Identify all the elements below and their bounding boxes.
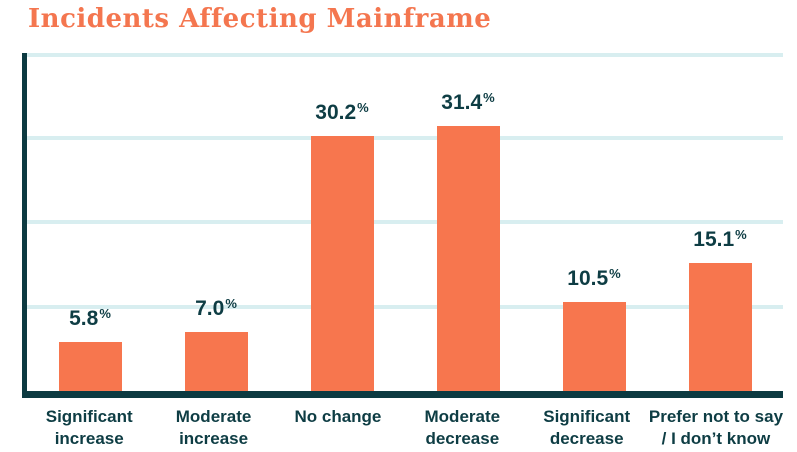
plot-area: 5.8% 7.0% 30.2% 31.4% 10.5% 15.1%	[22, 53, 783, 391]
category-label: No change	[276, 406, 400, 450]
bar	[562, 302, 626, 391]
category-label: Significant increase	[27, 406, 151, 450]
bar-value-label: 7.0%	[195, 295, 237, 320]
bar-group: 5.8%	[27, 305, 153, 391]
percent-sign: %	[225, 295, 237, 311]
percent-sign: %	[735, 227, 747, 243]
bar-group: 10.5%	[531, 267, 657, 391]
category-label-line: Prefer not to say	[648, 407, 784, 426]
category-label-line: No change	[294, 407, 382, 426]
category-label: Prefer not to say / I don’t know	[649, 406, 783, 450]
category-label-line: increase	[54, 429, 124, 448]
bar-group: 30.2%	[279, 99, 405, 391]
bar-value-number: 30.2	[315, 100, 357, 124]
chart-title: Incidents Affecting Mainframe	[28, 4, 492, 34]
chart-area: 5.8% 7.0% 30.2% 31.4% 10.5% 15.1% Significant…	[22, 53, 783, 450]
category-label-line: Moderate	[175, 407, 252, 426]
bar-value-label: 10.5%	[567, 266, 621, 291]
category-label: Significant decrease	[525, 406, 649, 450]
category-label-line: Significant	[45, 407, 133, 426]
bar	[688, 263, 752, 391]
category-label-line: Moderate	[424, 407, 501, 426]
bar-value-label: 15.1%	[693, 227, 747, 252]
percent-sign: %	[99, 305, 111, 321]
bar	[58, 342, 122, 391]
category-label-line: Significant	[543, 407, 631, 426]
bar-value-number: 7.0	[195, 296, 225, 320]
gridline-30	[24, 135, 783, 140]
x-axis-line	[22, 391, 783, 398]
y-axis-line	[22, 53, 27, 391]
bar-value-number: 15.1	[693, 228, 735, 252]
category-label-line: decrease	[425, 429, 500, 448]
bar-value-label: 30.2%	[315, 99, 369, 124]
percent-sign: %	[357, 99, 369, 115]
category-label-line: decrease	[549, 429, 624, 448]
percent-sign: %	[483, 89, 495, 105]
gridline-10	[24, 304, 783, 309]
bar	[184, 331, 248, 391]
percent-sign: %	[609, 266, 621, 282]
bar-value-label: 31.4%	[441, 89, 495, 114]
bar-value-number: 31.4	[441, 90, 483, 114]
category-label-line: increase	[179, 429, 249, 448]
bar-value-number: 5.8	[69, 306, 99, 330]
category-labels-row: Significant increase Moderate increase No ch…	[27, 406, 783, 450]
gridline-40	[24, 53, 783, 57]
gridline-20	[24, 220, 783, 224]
bar-group: 15.1%	[657, 228, 783, 391]
category-label: Moderate decrease	[400, 406, 524, 450]
bar	[310, 135, 374, 391]
bar-group: 7.0%	[153, 295, 279, 391]
bar-group: 31.4%	[405, 89, 531, 391]
bar-value-label: 5.8%	[69, 305, 111, 330]
category-label: Moderate increase	[151, 406, 275, 450]
bars-row: 5.8% 7.0% 30.2% 31.4% 10.5% 15.1%	[27, 53, 783, 391]
bar	[436, 125, 500, 391]
bar-value-number: 10.5	[567, 267, 609, 291]
category-label-line: / I don’t know	[661, 429, 771, 448]
